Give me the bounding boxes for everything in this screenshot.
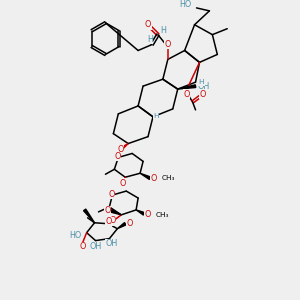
Text: O: O <box>183 90 190 99</box>
Polygon shape <box>140 173 151 179</box>
Text: O: O <box>151 174 157 183</box>
Text: O: O <box>119 179 125 188</box>
Polygon shape <box>119 144 128 151</box>
Text: H: H <box>160 26 166 35</box>
Text: HO: HO <box>179 0 192 9</box>
Text: O: O <box>104 206 111 215</box>
Text: HO: HO <box>69 231 82 240</box>
Text: O: O <box>199 90 206 99</box>
Text: O: O <box>80 242 86 251</box>
Text: O: O <box>145 210 151 219</box>
Polygon shape <box>178 85 196 89</box>
Text: H: H <box>153 113 159 119</box>
Text: O: O <box>165 40 171 49</box>
Polygon shape <box>117 223 126 229</box>
Text: OH: OH <box>89 242 102 251</box>
Text: O: O <box>145 20 151 29</box>
Text: CH₃: CH₃ <box>162 175 175 181</box>
Text: CH₃: CH₃ <box>156 212 169 218</box>
Polygon shape <box>136 210 145 215</box>
Text: H: H <box>199 79 204 85</box>
Text: O: O <box>108 190 115 199</box>
Polygon shape <box>111 210 121 215</box>
Text: OH: OH <box>197 82 210 91</box>
Text: O: O <box>109 216 116 225</box>
Text: O: O <box>117 145 124 154</box>
Text: O: O <box>126 219 132 228</box>
Polygon shape <box>84 209 94 223</box>
Text: O: O <box>105 217 112 226</box>
Text: H: H <box>147 35 153 44</box>
Text: O: O <box>114 152 121 161</box>
Text: OH: OH <box>105 239 118 248</box>
